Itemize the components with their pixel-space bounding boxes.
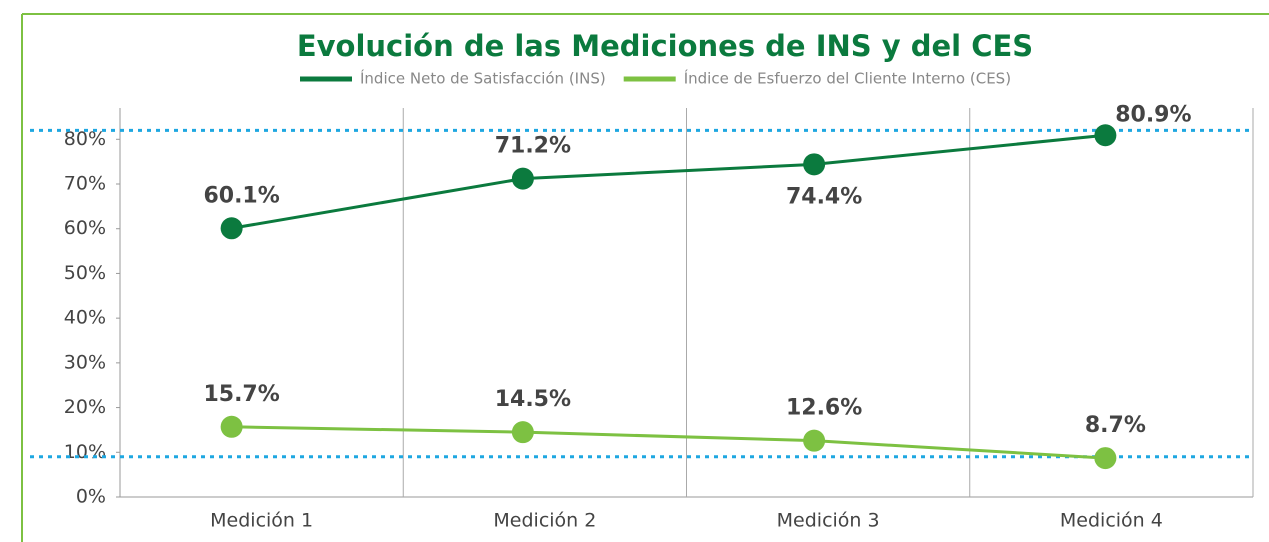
y-tick-label: 80%	[64, 128, 106, 150]
y-tick-label: 10%	[64, 441, 106, 463]
data-point	[220, 415, 243, 438]
x-tick-label: Medición 4	[1060, 510, 1163, 532]
x-tick-label: Medición 2	[493, 510, 596, 532]
y-tick-label: 40%	[64, 307, 106, 329]
x-tick-label: Medición 1	[210, 510, 313, 532]
legend-label: Índice Neto de Satisfacción (INS)	[360, 69, 606, 88]
y-tick-label: 60%	[64, 217, 106, 239]
y-tick-label: 30%	[64, 351, 106, 373]
data-label: 12.6%	[786, 396, 862, 421]
y-tick-label: 70%	[64, 173, 106, 195]
data-label: 71.2%	[495, 134, 571, 159]
series-line	[231, 425, 1106, 460]
data-label: 8.7%	[1085, 413, 1146, 438]
data-label: 80.9%	[1115, 102, 1191, 127]
data-point	[511, 421, 534, 444]
data-point	[803, 429, 826, 452]
data-point	[1094, 447, 1117, 470]
x-tick-label: Medición 3	[777, 510, 880, 532]
data-point	[511, 167, 534, 190]
series-line	[231, 133, 1106, 230]
y-tick-label: 20%	[64, 396, 106, 418]
data-label: 14.5%	[495, 387, 571, 412]
data-point	[220, 217, 243, 240]
data-label: 74.4%	[786, 184, 862, 209]
data-point	[803, 153, 826, 176]
data-point	[1094, 124, 1117, 147]
data-label: 15.7%	[203, 382, 279, 407]
chart-title: Evolución de las Mediciones de INS y del…	[297, 29, 1033, 63]
legend-label: Índice de Esfuerzo del Cliente Interno (…	[684, 69, 1011, 88]
data-label: 60.1%	[203, 183, 279, 208]
y-tick-label: 0%	[76, 486, 106, 508]
y-tick-label: 50%	[64, 262, 106, 284]
